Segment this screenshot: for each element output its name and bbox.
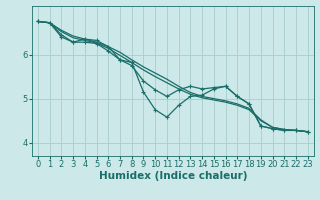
X-axis label: Humidex (Indice chaleur): Humidex (Indice chaleur)	[99, 171, 247, 181]
